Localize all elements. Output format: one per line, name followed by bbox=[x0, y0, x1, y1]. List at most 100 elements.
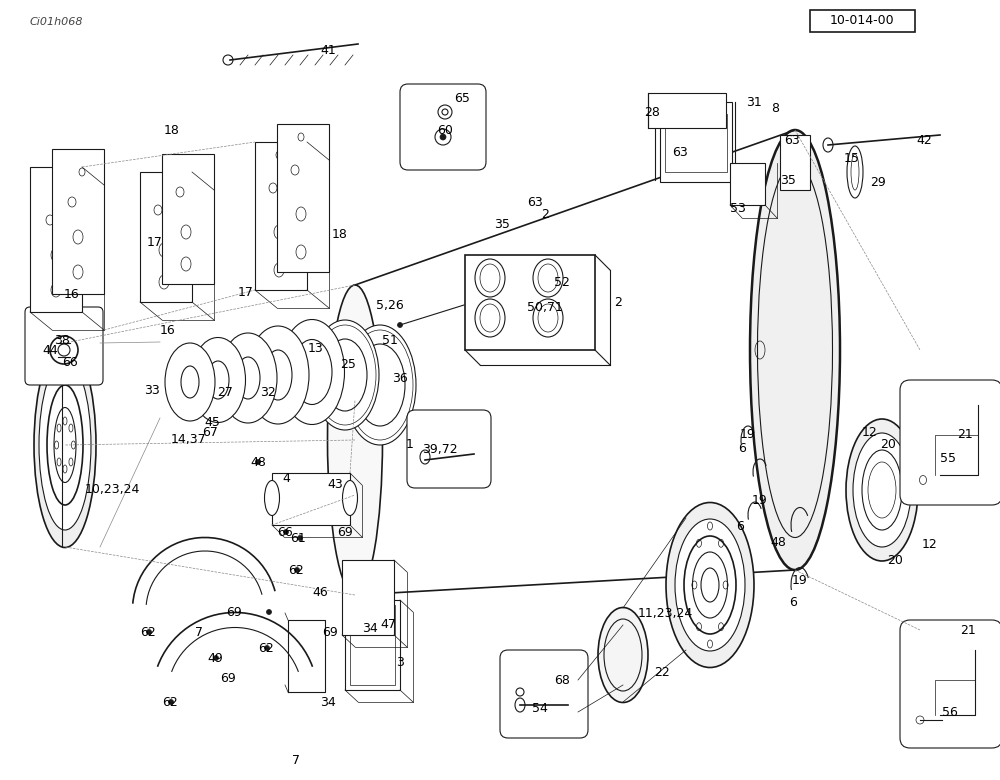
Ellipse shape bbox=[190, 338, 246, 423]
Text: 4: 4 bbox=[282, 471, 290, 484]
Text: 5,26: 5,26 bbox=[376, 299, 404, 311]
Ellipse shape bbox=[39, 360, 91, 530]
Text: 56: 56 bbox=[942, 705, 958, 718]
Ellipse shape bbox=[247, 326, 309, 424]
Text: 12: 12 bbox=[922, 538, 938, 551]
Text: 63: 63 bbox=[672, 146, 688, 158]
Bar bbox=[272, 473, 350, 525]
FancyBboxPatch shape bbox=[400, 84, 486, 170]
Ellipse shape bbox=[598, 608, 648, 703]
Text: 62: 62 bbox=[140, 626, 156, 639]
Ellipse shape bbox=[266, 609, 272, 615]
Text: 53: 53 bbox=[730, 201, 746, 215]
FancyBboxPatch shape bbox=[900, 380, 1000, 505]
Text: 18: 18 bbox=[332, 229, 348, 242]
Text: 16: 16 bbox=[64, 288, 80, 300]
Text: 10,23,24: 10,23,24 bbox=[84, 484, 140, 497]
Text: 21: 21 bbox=[957, 428, 973, 441]
Text: 6: 6 bbox=[738, 441, 746, 455]
Text: 66: 66 bbox=[277, 526, 293, 538]
Bar bbox=[52, 149, 104, 294]
Text: 36: 36 bbox=[392, 371, 408, 385]
Text: 1: 1 bbox=[406, 438, 414, 452]
Bar bbox=[162, 154, 214, 284]
Text: 51: 51 bbox=[382, 334, 398, 346]
Text: 19: 19 bbox=[792, 573, 808, 587]
Ellipse shape bbox=[214, 655, 218, 661]
FancyBboxPatch shape bbox=[900, 620, 1000, 748]
Text: 42: 42 bbox=[916, 133, 932, 147]
Text: 34: 34 bbox=[362, 622, 378, 634]
Text: 6: 6 bbox=[789, 595, 797, 608]
Ellipse shape bbox=[398, 322, 402, 328]
Text: 63: 63 bbox=[784, 133, 800, 147]
Bar bbox=[660, 102, 732, 182]
Text: 55: 55 bbox=[940, 452, 956, 465]
Text: 34: 34 bbox=[320, 696, 336, 708]
Text: 62: 62 bbox=[288, 563, 304, 576]
FancyBboxPatch shape bbox=[407, 410, 491, 488]
Ellipse shape bbox=[146, 629, 152, 634]
Ellipse shape bbox=[311, 320, 379, 430]
Text: 2: 2 bbox=[614, 296, 622, 309]
Text: 19: 19 bbox=[752, 494, 768, 506]
Ellipse shape bbox=[675, 519, 745, 651]
Ellipse shape bbox=[344, 325, 416, 445]
Text: 52: 52 bbox=[554, 275, 570, 289]
Ellipse shape bbox=[692, 552, 728, 618]
Ellipse shape bbox=[684, 536, 736, 634]
Text: 22: 22 bbox=[654, 665, 670, 679]
Text: 45: 45 bbox=[204, 416, 220, 428]
Text: 20: 20 bbox=[887, 554, 903, 566]
Text: 29: 29 bbox=[870, 176, 886, 189]
Ellipse shape bbox=[533, 259, 563, 297]
Text: 19: 19 bbox=[740, 428, 756, 441]
Bar bbox=[665, 114, 727, 172]
Text: 13: 13 bbox=[308, 342, 324, 354]
Ellipse shape bbox=[284, 530, 288, 534]
Text: 38: 38 bbox=[54, 334, 70, 346]
Text: 16: 16 bbox=[160, 324, 176, 336]
Text: 3: 3 bbox=[396, 655, 404, 668]
Text: 32: 32 bbox=[260, 385, 276, 399]
Ellipse shape bbox=[219, 333, 277, 423]
Text: 47: 47 bbox=[380, 619, 396, 632]
Bar bbox=[342, 560, 394, 635]
Text: 60: 60 bbox=[437, 123, 453, 136]
Text: 68: 68 bbox=[554, 673, 570, 686]
Ellipse shape bbox=[750, 130, 840, 570]
Ellipse shape bbox=[342, 480, 358, 516]
Ellipse shape bbox=[54, 407, 76, 483]
Text: 14,37: 14,37 bbox=[170, 434, 206, 446]
Ellipse shape bbox=[256, 459, 260, 465]
Text: 6: 6 bbox=[736, 520, 744, 534]
Text: 25: 25 bbox=[340, 359, 356, 371]
Ellipse shape bbox=[294, 568, 300, 573]
Bar bbox=[350, 605, 395, 685]
Text: 2: 2 bbox=[541, 208, 549, 222]
Text: 41: 41 bbox=[320, 44, 336, 56]
Ellipse shape bbox=[165, 343, 215, 421]
Bar bbox=[730, 163, 765, 205]
Ellipse shape bbox=[475, 259, 505, 297]
FancyBboxPatch shape bbox=[25, 307, 103, 385]
Bar bbox=[277, 124, 329, 272]
Text: 61: 61 bbox=[290, 531, 306, 544]
Text: 10-014-00: 10-014-00 bbox=[830, 15, 894, 27]
Text: 20: 20 bbox=[880, 438, 896, 452]
Text: 11,23,24: 11,23,24 bbox=[637, 607, 693, 619]
Ellipse shape bbox=[280, 320, 344, 424]
Text: 21: 21 bbox=[960, 623, 976, 636]
Bar bbox=[345, 600, 400, 690]
Text: 69: 69 bbox=[337, 526, 353, 538]
Bar bbox=[810, 10, 915, 32]
Text: 67: 67 bbox=[202, 426, 218, 438]
Text: 15: 15 bbox=[844, 151, 860, 165]
Text: 69: 69 bbox=[220, 672, 236, 685]
Text: 44: 44 bbox=[42, 343, 58, 356]
Text: 62: 62 bbox=[258, 641, 274, 654]
Text: 43: 43 bbox=[327, 478, 343, 491]
Text: 48: 48 bbox=[250, 456, 266, 469]
Ellipse shape bbox=[328, 285, 382, 595]
Text: 39,72: 39,72 bbox=[422, 444, 458, 456]
